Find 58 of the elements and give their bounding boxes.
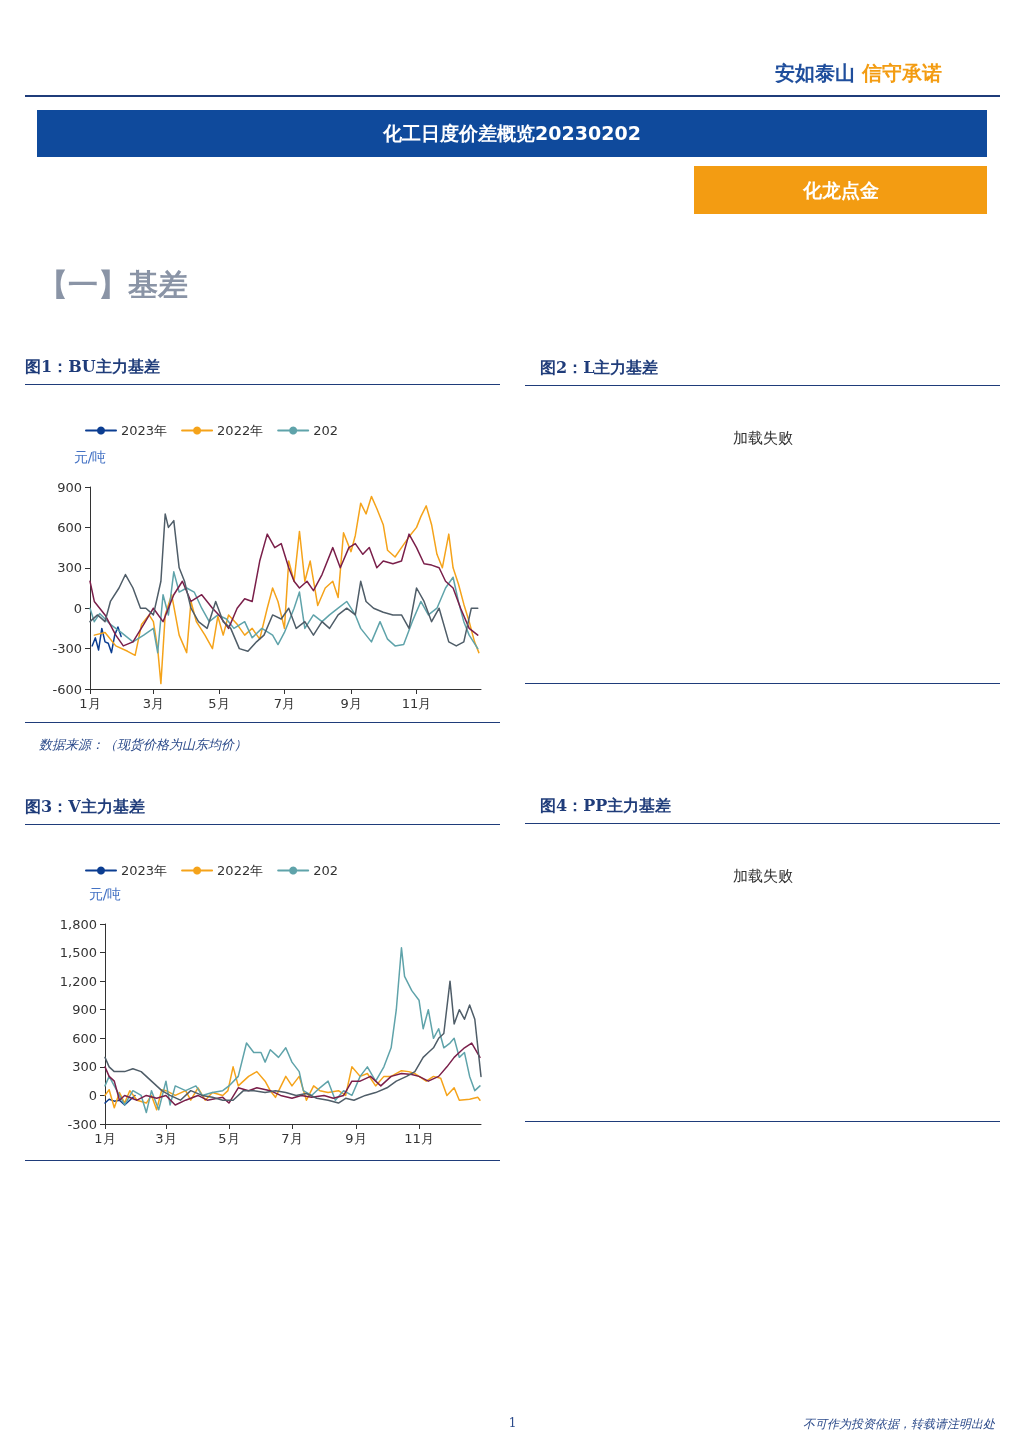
text: 不可作为投资依据，转载请注明出处: [803, 1416, 995, 1433]
text: 图4：PP主力基差: [540, 796, 672, 817]
y-tick-label: 900: [57, 479, 82, 495]
y-tick-label: 300: [72, 1059, 97, 1075]
chart-title: 图1：BU主力基差: [25, 357, 160, 378]
x-tick-label: 1月: [94, 1131, 116, 1146]
line-series: [89, 513, 479, 653]
text: 信守承诺: [861, 61, 942, 85]
source-note: 数据来源：（现货价格为山东均价）: [39, 736, 247, 754]
y-tick-label: -300: [52, 641, 82, 657]
line-series: [93, 495, 480, 685]
text: 化工日度价差概览20230202: [37, 110, 987, 157]
x-tick-label: 9月: [340, 696, 362, 711]
y-axis-title: 元/吨: [73, 449, 107, 465]
line-series: [104, 1094, 136, 1106]
text: 图2：L主力基差: [540, 358, 659, 379]
x-tick-label: 3月: [142, 696, 165, 711]
legend-label: 2022年: [217, 423, 264, 438]
x-tick-label: 7月: [281, 1131, 303, 1146]
text: 【一】基差: [38, 266, 188, 304]
y-tick-label: 1,500: [59, 945, 97, 961]
legend-label: 202: [313, 863, 338, 878]
line-series: [89, 571, 479, 654]
x-tick-label: 3月: [155, 1131, 177, 1146]
x-tick-label: 5月: [218, 1131, 240, 1146]
line-series: [104, 1066, 481, 1111]
y-tick-label: -300: [67, 1116, 97, 1132]
chart-title: 图3：V主力基差: [25, 797, 145, 818]
text: 加载失败: [731, 867, 794, 886]
x-tick-label: 7月: [273, 696, 296, 711]
line-series: [104, 1042, 481, 1106]
y-tick-label: 900: [72, 1002, 97, 1018]
y-tick-label: 1,200: [59, 973, 97, 989]
x-tick-label: 9月: [345, 1131, 367, 1146]
y-tick-label: 1,800: [59, 916, 97, 932]
y-tick-label: 0: [73, 600, 82, 616]
line-series: [104, 947, 481, 1114]
text: 1: [508, 1416, 517, 1430]
line-series: [89, 533, 479, 647]
x-tick-label: 5月: [208, 696, 230, 711]
line-series: [104, 980, 482, 1104]
text: 化龙点金: [694, 166, 987, 214]
legend-label: 2023年: [121, 423, 168, 438]
line-series: [91, 626, 122, 654]
y-axis-title: 元/吨: [88, 886, 122, 902]
text: 安如泰山: [775, 61, 855, 85]
legend-label: 2023年: [121, 863, 168, 878]
x-tick-label: 11月: [401, 696, 432, 711]
y-tick-label: -600: [52, 681, 82, 697]
y-tick-label: 0: [88, 1087, 97, 1103]
legend-label: 2022年: [217, 863, 264, 878]
text: 加载失败: [731, 429, 794, 448]
x-tick-label: 11月: [404, 1131, 434, 1146]
y-tick-label: 600: [57, 519, 82, 535]
legend-label: 202: [313, 423, 338, 438]
y-tick-label: 300: [57, 560, 82, 576]
x-tick-label: 1月: [79, 696, 101, 711]
y-tick-label: 600: [72, 1030, 97, 1046]
